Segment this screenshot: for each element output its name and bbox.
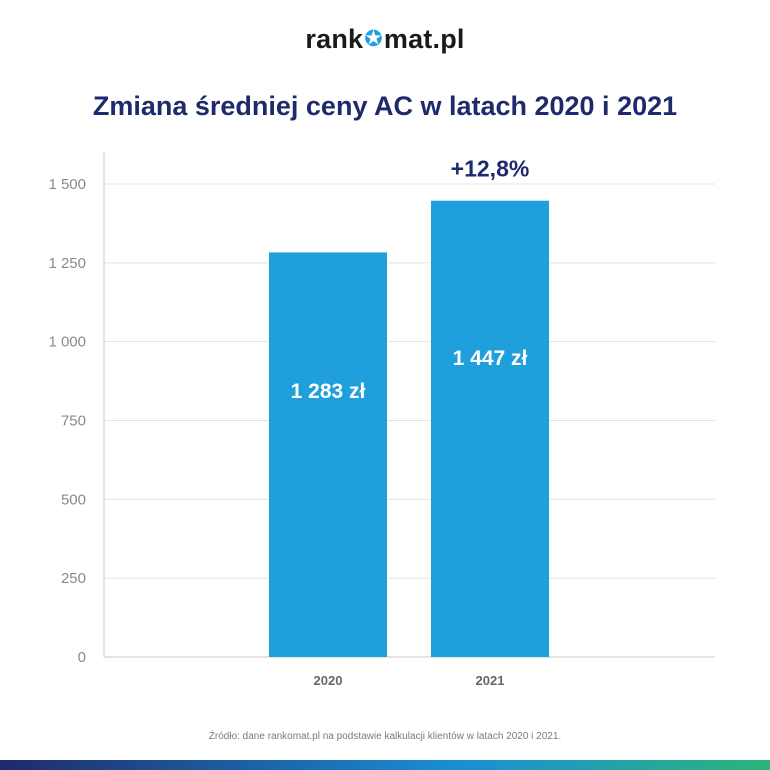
x-tick-label: 2020	[314, 673, 343, 688]
y-tick-label: 750	[61, 413, 86, 430]
y-tick-label: 250	[61, 570, 86, 587]
star-o-icon: ✪	[364, 26, 383, 51]
bar-2021	[431, 200, 549, 658]
logo-text-right: mat.pl	[383, 24, 465, 54]
source-note: Źródło: dane rankomat.pl na podstawie ka…	[208, 731, 562, 742]
y-tick-label: 1 500	[48, 176, 86, 193]
data-label: 1 283 zł	[291, 380, 366, 403]
x-tick-label: 2021	[476, 673, 505, 688]
y-tick-label: 1 000	[48, 334, 86, 351]
bar-2020	[269, 252, 387, 657]
data-label: 1 447 zł	[453, 347, 528, 370]
logo-text-left: rank	[305, 24, 364, 54]
y-tick-label: 1 250	[48, 255, 86, 272]
change-annotation: +12,8%	[451, 156, 530, 182]
bottom-gradient-bar	[0, 760, 770, 770]
rankomat-logo: rank✪mat.pl	[0, 24, 770, 55]
y-tick-label: 500	[61, 491, 86, 508]
chart-title: Zmiana średniej ceny AC w latach 2020 i …	[92, 91, 678, 121]
y-tick-label: 0	[78, 649, 86, 666]
